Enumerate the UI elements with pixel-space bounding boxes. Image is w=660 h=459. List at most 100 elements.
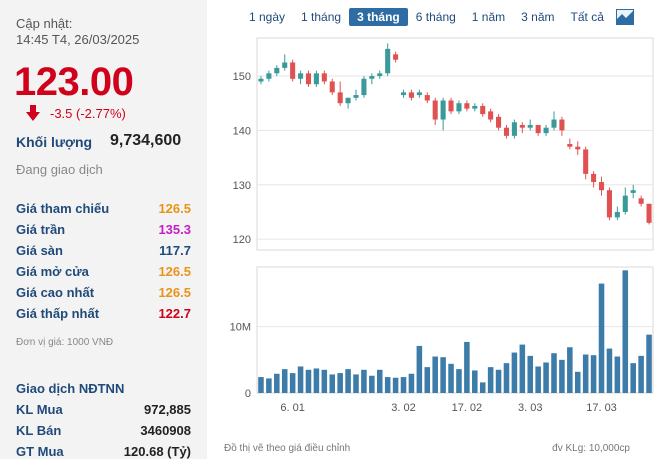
price-tick-label: 120 [233,234,251,246]
candle-body [543,127,549,134]
volume-bar [361,369,367,393]
period-tabs: 1 ngày 1 tháng 3 tháng 6 tháng 1 năm 3 n… [241,8,634,26]
volume-panel-frame [256,266,654,394]
x-tick-label: 17. 03 [586,402,617,414]
update-label: Cập nhật: [16,16,73,31]
volume-bar [305,369,312,393]
area-chart-icon[interactable] [615,9,634,25]
candle-body [638,198,644,204]
candle-body [575,146,581,150]
candle-body [400,92,407,96]
candle-body [535,124,541,134]
low-price-value: 122.7 [158,306,191,321]
tab-3-months[interactable]: 3 tháng [349,8,408,26]
tab-1-month[interactable]: 1 tháng [301,10,342,24]
volume-bar [313,368,320,393]
candle-body [290,62,296,79]
candle-body [480,105,486,115]
volume-bar [297,366,304,393]
candle-body [559,119,565,131]
price-panel-frame [256,37,654,251]
candle-body [258,78,264,82]
volume-bar [543,362,549,393]
volume-bar [337,373,343,393]
volume-tick-label: 0 [245,388,251,400]
volume-bar [376,369,383,393]
volume-bar [384,377,391,393]
candle-body [321,73,327,82]
reference-price-label: Giá tham chiếu [16,201,110,216]
tab-6-months[interactable]: 6 tháng [415,10,456,24]
volume-bar [345,369,351,393]
candle-body [511,122,517,136]
volume-bar [432,356,438,393]
candle-body [622,195,628,212]
candle-body [353,95,359,98]
volume-bar [582,354,589,393]
candle-body [551,119,557,128]
volume-bar [479,382,486,393]
candle-body [385,48,391,74]
volume-bar [369,375,375,393]
foreign-trading-title: Giao dịch NĐTNN [16,381,125,396]
foreign-buy-volume-label: KL Mua [16,402,63,417]
tab-1-year[interactable]: 1 năm [471,10,506,24]
candle-body [591,173,597,183]
volume-bar [622,270,629,393]
volume-bar [400,377,407,393]
candle-body [496,116,502,128]
volume-bar [527,355,534,393]
candle-body [274,67,280,74]
volume-bar [511,352,518,393]
volume-bar [646,334,652,393]
floor-price-label: Giá sàn [16,243,63,258]
volume-bar [487,367,494,393]
x-tick-label: 3. 03 [518,402,542,414]
high-price-label: Giá cao nhất [16,285,95,300]
volume-bar [503,363,510,393]
volume-bar [567,347,573,393]
low-price-label: Giá thấp nhất [16,306,100,321]
volume-bar [321,369,328,393]
volume-bar [598,283,605,393]
volume-bar [258,377,264,393]
foreign-sell-volume-label: KL Bán [16,423,62,438]
candle-body [416,92,422,96]
volume-bar [574,371,581,393]
candle-body [456,103,462,112]
volume-bar [630,363,636,393]
candle-body [583,149,589,174]
volume-bar [590,355,597,393]
candle-body [519,124,525,128]
candle-body [377,73,383,77]
reference-price-value: 126.5 [158,201,191,216]
tab-all[interactable]: Tất cả [570,10,604,24]
volume-bar [614,356,621,393]
volume-bar [559,359,565,393]
ceiling-price-value: 135.3 [158,222,191,237]
volume-bar [274,373,280,393]
price-tick-label: 130 [233,180,251,192]
tab-1-day[interactable]: 1 ngày [249,10,286,24]
candle-body [527,124,533,128]
candle-body [298,73,304,79]
volume-bar [448,363,454,393]
arrow-down-icon [26,105,40,121]
tab-3-years[interactable]: 3 năm [521,10,555,24]
volume-bar [606,348,613,393]
candle-body [646,203,652,223]
candle-body [329,81,335,93]
candle-body [464,103,470,109]
candle-body [282,62,288,68]
candle-body [567,144,573,147]
floor-price-value: 117.7 [159,243,191,258]
candle-body [424,95,430,101]
open-price-value: 126.5 [158,264,191,279]
x-tick-label: 3. 02 [391,402,415,414]
volume-bar [495,369,502,393]
foreign-buy-volume-value: 972,885 [144,402,191,417]
volume-bar [416,345,423,393]
x-tick-label: 17. 02 [452,402,483,414]
volume-tick-label: 10M [230,322,251,334]
foreign-buy-value-value: 120.68 (Tỷ) [123,444,191,459]
